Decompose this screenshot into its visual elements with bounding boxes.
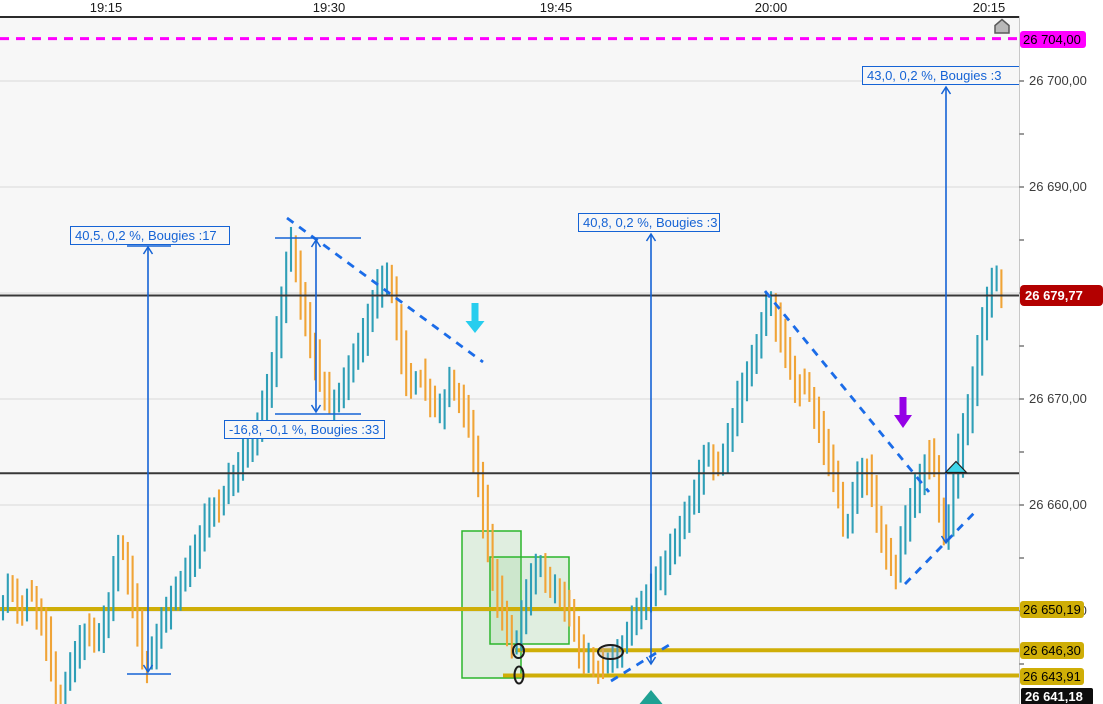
price-axis-tick <box>1019 504 1024 506</box>
price-badge-magenta[interactable]: 26 704,00 <box>1020 30 1086 48</box>
plot-area[interactable] <box>0 16 1019 704</box>
measure-arrowhead <box>940 535 952 545</box>
price-axis-tick <box>1019 345 1024 347</box>
measurement-label-box[interactable]: 40,8, 0,2 %, Bougies :3 <box>578 213 720 232</box>
price-axis-label: 26 690,00 <box>1029 179 1087 194</box>
measurement-label-box[interactable]: 43,0, 0,2 %, Bougies :3 <box>862 66 1020 85</box>
price-badge-yellow[interactable]: 26 650,19 <box>1020 600 1084 618</box>
measure-arrowhead <box>142 664 154 674</box>
price-axis-tick <box>1019 557 1024 559</box>
axis-corner <box>1019 0 1103 16</box>
ellipse-annotation[interactable] <box>512 643 525 659</box>
trendline-dashed[interactable] <box>286 216 484 364</box>
price-axis-label: 26 700,00 <box>1029 73 1087 88</box>
time-axis-label: 19:45 <box>539 0 573 15</box>
price-axis[interactable] <box>1019 16 1103 704</box>
ellipse-annotation[interactable] <box>597 644 624 660</box>
ellipse-annotation[interactable] <box>513 665 525 685</box>
trendline-dashed[interactable] <box>610 643 670 683</box>
price-axis-tick <box>1019 133 1024 135</box>
price-axis-tick <box>1019 80 1024 82</box>
measure-arrowhead <box>645 656 657 666</box>
trendline-dashed[interactable] <box>763 290 931 493</box>
measure-arrowhead <box>940 85 952 95</box>
time-axis-label: 20:00 <box>754 0 788 15</box>
price-badge-yellow[interactable]: 26 646,30 <box>1020 642 1084 660</box>
purple-down-arrow-icon[interactable] <box>894 397 912 428</box>
measure-arrowhead <box>645 232 657 242</box>
price-axis-tick <box>1019 451 1024 453</box>
teal-up-triangle-icon[interactable] <box>639 690 663 704</box>
time-axis-label: 19:30 <box>312 0 346 15</box>
price-axis-tick <box>1019 663 1024 665</box>
last-price-badge[interactable]: 26 679,77 <box>1020 284 1103 306</box>
pentagon-marker-icon[interactable] <box>994 18 1010 34</box>
price-badge-dark[interactable]: 26 641,18 <box>1021 688 1093 704</box>
price-axis-tick <box>1019 239 1024 241</box>
time-axis-label: 20:15 <box>972 0 1006 15</box>
measure-arrowhead <box>310 238 322 248</box>
price-badge-yellow[interactable]: 26 643,91 <box>1020 667 1084 685</box>
cyan-up-triangle-icon[interactable] <box>944 460 968 474</box>
price-axis-tick <box>1019 398 1024 400</box>
price-axis-label: 26 660,00 <box>1029 497 1087 512</box>
measurement-label-box[interactable]: 40,5, 0,2 %, Bougies :17 <box>70 226 230 245</box>
price-axis-tick <box>1019 186 1024 188</box>
measurement-label-box[interactable]: -16,8, -0,1 %, Bougies :33 <box>224 420 385 439</box>
time-axis-label: 19:15 <box>89 0 123 15</box>
time-axis[interactable]: 19:15 19:30 19:45 20:00 20:15 <box>0 0 1019 18</box>
measure-arrowhead <box>310 404 322 414</box>
trendline-dashed[interactable] <box>903 510 978 585</box>
price-axis-label: 26 670,00 <box>1029 391 1087 406</box>
cyan-down-arrow-icon[interactable] <box>465 303 485 333</box>
measure-arrowhead <box>142 245 154 255</box>
